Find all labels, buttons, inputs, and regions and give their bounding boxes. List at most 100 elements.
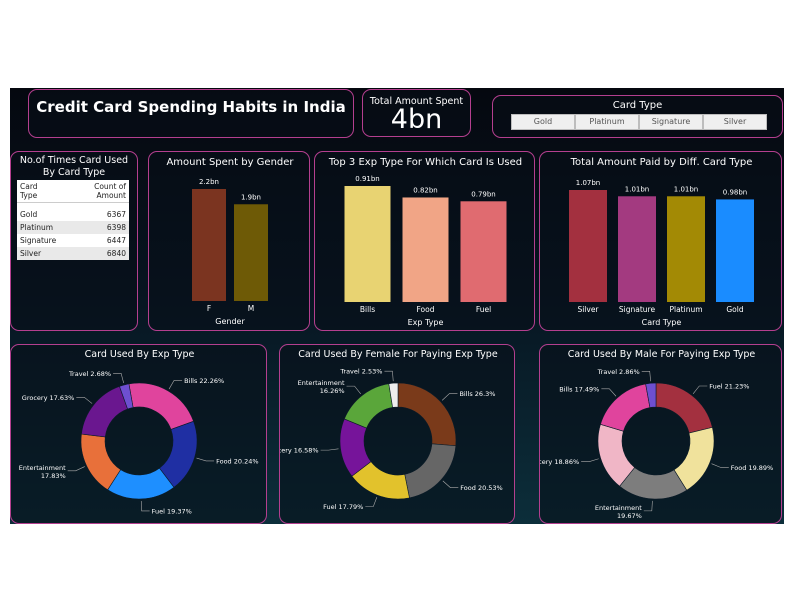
- leader-line: [140, 500, 150, 512]
- slice-label: Bills 26.3%: [459, 390, 495, 398]
- slice-label: Fuel 19.37%: [152, 507, 192, 515]
- table-cell-type: Silver: [17, 246, 61, 260]
- x-tick-label: Food: [417, 305, 435, 314]
- title-card: Credit Card Spending Habits in India: [28, 89, 354, 138]
- donut-slice-fuel[interactable]: [655, 382, 713, 434]
- leader-line: [441, 393, 458, 401]
- page-title: Credit Card Spending Habits in India: [36, 98, 346, 116]
- bar-bills[interactable]: [344, 186, 391, 302]
- slice-label: Grocery 18.86%: [540, 458, 579, 466]
- leader-line: [320, 448, 339, 451]
- x-axis-label: Card Type: [642, 318, 682, 327]
- donut-slice-travel[interactable]: [645, 382, 657, 408]
- gender-chart-card: Amount Spent by Gender 2.2bn F 1.9bn M Gender: [148, 151, 310, 331]
- donut-slice-bills[interactable]: [600, 383, 651, 432]
- table-row: Platinum 6398: [17, 220, 129, 234]
- slice-label: Fuel 17.79%: [323, 503, 363, 511]
- bar-silver[interactable]: [569, 190, 607, 302]
- data-label: 0.79bn: [471, 190, 495, 198]
- x-tick-label: Silver: [577, 305, 599, 314]
- slice-label: Travel 2.68%: [68, 370, 111, 378]
- table-row: Gold 6367: [17, 208, 129, 221]
- leader-line: [196, 457, 215, 462]
- data-label: 1.01bn: [674, 185, 698, 193]
- card-type-chart-card: Total Amount Paid by Diff. Card Type 1.07…: [539, 151, 782, 331]
- bar-gold[interactable]: [716, 199, 754, 302]
- leader-line: [641, 370, 651, 382]
- chart-title: Total Amount Paid by Diff. Card Type: [570, 157, 753, 168]
- bar-food[interactable]: [402, 197, 449, 302]
- slicer-option-platinum[interactable]: Platinum: [575, 114, 639, 130]
- table-cell-count: 6447: [106, 235, 126, 245]
- x-tick-label: M: [248, 304, 254, 313]
- chart-title: Amount Spent by Gender: [166, 157, 294, 168]
- leader-line: [581, 458, 599, 463]
- slice-label: Bills 22.26%: [184, 377, 224, 385]
- slice-label: Travel 2.86%: [597, 368, 640, 376]
- leader-line: [113, 373, 124, 384]
- leader-line: [67, 466, 85, 472]
- table-row: Silver 6840: [17, 246, 129, 260]
- x-axis-label: Gender: [215, 317, 245, 326]
- column-header-count: Count of Amount: [60, 180, 129, 203]
- x-tick-label: Bills: [360, 305, 375, 314]
- x-axis-label: Exp Type: [408, 318, 444, 327]
- leader-line: [168, 380, 183, 390]
- bar-platinum[interactable]: [667, 196, 705, 302]
- leader-line: [76, 397, 93, 404]
- slice-label: Travel 2.53%: [339, 368, 382, 376]
- exp-type-donut-chart: Card Used By Exp Type Bills 22.26% Food 20…: [19, 349, 259, 515]
- leader-line: [442, 480, 459, 488]
- male-donut-chart: Card Used By Male For Paying Exp Type Fue…: [527, 349, 774, 520]
- leader-line: [365, 497, 378, 507]
- slice-label: Entertainment 16.26%: [298, 379, 345, 395]
- chart-title: Top 3 Exp Type For Which Card Is Used: [328, 157, 522, 168]
- table-cell-type: Gold: [20, 209, 38, 219]
- slice-label: Entertainment 19.67%: [595, 504, 642, 520]
- donut-slice-entertainment[interactable]: [343, 383, 393, 429]
- slice-label: Entertainment 17.83%: [19, 464, 66, 480]
- leader-line: [692, 385, 708, 395]
- leader-line: [643, 500, 653, 512]
- slicer-option-gold[interactable]: Gold: [511, 114, 575, 130]
- table-cell-count: 6840: [60, 246, 129, 260]
- top-whitespace: [0, 0, 792, 88]
- donut-slice-food[interactable]: [404, 443, 457, 499]
- count-table-card: No.of Times Card Used By Card Type Card …: [10, 151, 138, 331]
- data-label: 0.82bn: [413, 186, 437, 194]
- card-type-bar-chart: Total Amount Paid by Diff. Card Type 1.07…: [569, 157, 754, 327]
- x-tick-label: Gold: [726, 305, 743, 314]
- donut-slice-travel[interactable]: [388, 382, 399, 408]
- slice-label: Fuel 21.23%: [709, 383, 749, 391]
- count-table: Card Type Count of Amount Gold 6367 Plat…: [17, 180, 129, 260]
- kpi-label: Total Amount Spent: [369, 96, 464, 107]
- x-tick-label: Fuel: [476, 305, 491, 314]
- chart-title: Card Used By Male For Paying Exp Type: [568, 349, 756, 360]
- exp-type-donut-card: Card Used By Exp Type Bills 22.26% Food 20…: [10, 344, 267, 524]
- count-table-title-line1: No.of Times Card Used: [19, 155, 129, 166]
- leader-line: [711, 463, 729, 468]
- slicer-option-signature[interactable]: Signature: [639, 114, 703, 130]
- bar-signature[interactable]: [618, 196, 656, 302]
- x-tick-label: Platinum: [669, 305, 702, 314]
- donut-slice-travel[interactable]: [119, 383, 134, 410]
- table-header-row: Card Type Count of Amount: [17, 180, 129, 203]
- donut-slice-bills[interactable]: [128, 382, 194, 430]
- donut-slice-bills[interactable]: [397, 382, 457, 447]
- dashboard-canvas: Credit Card Spending Habits in India Tot…: [10, 88, 784, 524]
- exp-type-bar-chart: Top 3 Exp Type For Which Card Is Used 0.9…: [328, 157, 522, 327]
- card-type-slicer: Card Type Gold Platinum Signature Silver: [492, 95, 783, 138]
- slice-label: Food 20.24%: [216, 457, 258, 465]
- chart-title: Card Used By Female For Paying Exp Type: [298, 349, 498, 360]
- slicer-options: Gold Platinum Signature Silver: [511, 114, 767, 130]
- chart-title: Card Used By Exp Type: [85, 349, 195, 360]
- bar-m[interactable]: [234, 204, 268, 301]
- male-donut-card: Card Used By Male For Paying Exp Type Fue…: [527, 344, 782, 524]
- slicer-option-silver[interactable]: Silver: [703, 114, 767, 130]
- donut-slice-grocery[interactable]: [81, 385, 128, 438]
- count-table-title-line2: By Card Type: [42, 167, 106, 178]
- bar-fuel[interactable]: [460, 201, 507, 302]
- bar-f[interactable]: [192, 189, 226, 301]
- data-label: 1.07bn: [576, 179, 600, 187]
- data-label: 2.2bn: [199, 178, 219, 186]
